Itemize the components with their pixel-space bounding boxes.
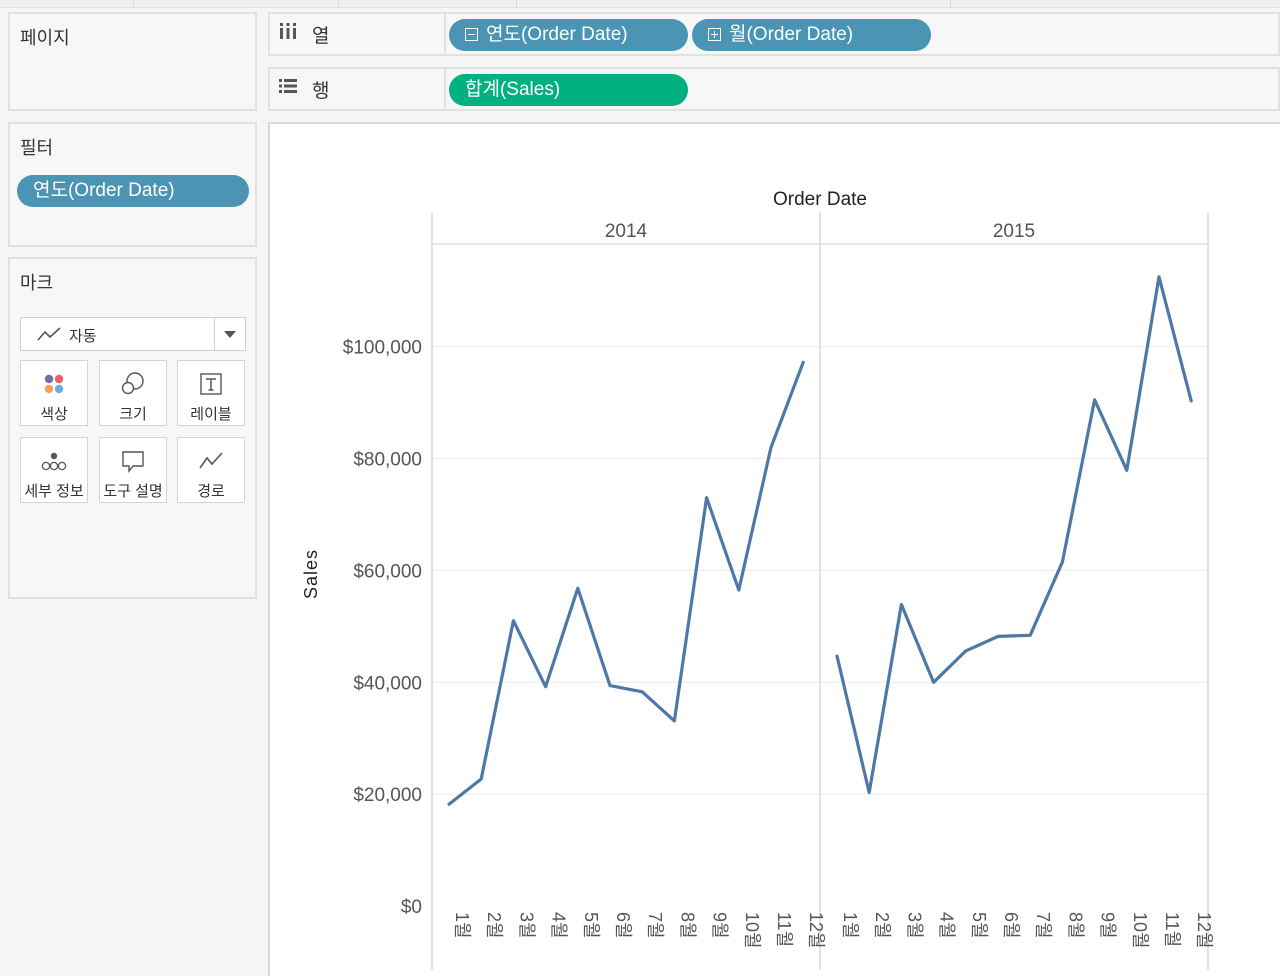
marks-tooltip-label: 도구 설명	[103, 483, 163, 500]
y-tick-label: $0	[401, 897, 422, 918]
row-pill-label: 합계(Sales)	[465, 79, 561, 100]
columns-icon	[278, 21, 298, 47]
marks-size-label: 크기	[119, 406, 147, 423]
x-tick-label: 8월	[677, 912, 697, 939]
label-icon	[178, 371, 244, 397]
expand-icon[interactable]	[708, 28, 721, 41]
top-toolbar-strip	[0, 0, 1280, 8]
y-axis-label: Sales	[301, 549, 321, 599]
columns-shelf-drop-area[interactable]: 연도(Order Date) 월(Order Date)	[444, 14, 1278, 54]
marks-path-button[interactable]: 경로	[177, 437, 245, 503]
x-tick-label: 10월	[1130, 912, 1150, 949]
marks-detail-label: 세부 정보	[24, 483, 84, 500]
marks-card[interactable]: 마크 자동 색상 크기	[8, 257, 257, 599]
y-tick-label: $100,000	[343, 338, 422, 359]
size-icon	[100, 371, 166, 397]
dropdown-separator	[214, 318, 215, 350]
x-tick-label: 5월	[969, 912, 989, 939]
marks-size-button[interactable]: 크기	[99, 360, 167, 426]
x-tick-label: 12월	[806, 912, 826, 949]
row-pill-sum-sales[interactable]: 합계(Sales)	[449, 74, 688, 106]
rows-icon	[278, 76, 298, 102]
color-icon	[21, 371, 87, 397]
chart-title: Order Date	[773, 189, 867, 210]
x-tick-label: 11월	[774, 912, 794, 947]
x-tick-label: 4월	[937, 912, 957, 939]
x-tick-label: 11월	[1162, 912, 1182, 947]
y-tick-label: $20,000	[353, 785, 422, 806]
line-chart[interactable]: Order Date Sales $0 $20,000 $40,000 $60,000…	[270, 124, 1280, 976]
visualization-area[interactable]: Order Date Sales $0 $20,000 $40,000 $60,000…	[268, 122, 1280, 976]
marks-label-label: 레이블	[190, 406, 232, 423]
chevron-down-icon[interactable]	[224, 331, 236, 338]
columns-shelf[interactable]: 열 연도(Order Date) 월(Order Date)	[268, 12, 1280, 56]
filter-pill-year-order-date[interactable]: 연도(Order Date)	[17, 175, 249, 207]
pages-card-title: 페이지	[20, 28, 70, 48]
marks-detail-button[interactable]: 세부 정보	[20, 437, 88, 503]
x-axis-ticks: 1월 2월 3월 4월 5월 6월 7월 8월 9월 10월 11월 12월 1월 2월 3월 4월 5월 6월 7…	[452, 912, 1214, 949]
pane-headers: 2014 2015	[605, 221, 1035, 242]
rows-shelf-header: 행	[278, 69, 329, 109]
filter-pill-label: 연도(Order Date)	[33, 180, 175, 201]
marks-tooltip-button[interactable]: 도구 설명	[99, 437, 167, 503]
column-pill-label: 월(Order Date)	[729, 24, 854, 45]
line-mark-icon	[37, 326, 61, 346]
x-tick-label: 5월	[581, 912, 601, 939]
marks-label-button[interactable]: 레이블	[177, 360, 245, 426]
pane-header-2014: 2014	[605, 221, 648, 242]
y-axis-ticks: $0 $20,000 $40,000 $60,000 $80,000 $100,000	[343, 338, 422, 918]
x-tick-label: 9월	[710, 912, 730, 939]
y-tick-label: $80,000	[353, 450, 422, 471]
detail-icon	[21, 448, 87, 474]
rows-shelf-drop-area[interactable]: 합계(Sales)	[444, 69, 1278, 109]
columns-shelf-label: 열	[312, 25, 330, 47]
mark-type-dropdown[interactable]: 자동	[20, 317, 246, 351]
x-tick-label: 3월	[516, 912, 536, 939]
y-tick-label: $40,000	[353, 673, 422, 694]
pane-frame	[431, 212, 1209, 970]
x-tick-label: 3월	[904, 912, 924, 939]
x-tick-label: 1월	[840, 912, 860, 939]
series-lines[interactable]	[447, 275, 1193, 806]
column-pill-month-order-date[interactable]: 월(Order Date)	[692, 19, 931, 51]
rows-shelf-label: 행	[312, 80, 330, 102]
x-tick-label: 6월	[1001, 912, 1021, 939]
marks-color-button[interactable]: 색상	[20, 360, 88, 426]
rows-shelf[interactable]: 행 합계(Sales)	[268, 67, 1280, 111]
marks-path-label: 경로	[197, 483, 225, 500]
x-tick-label: 1월	[452, 912, 472, 939]
x-tick-label: 7월	[645, 912, 665, 939]
pages-card[interactable]: 페이지	[8, 12, 257, 111]
x-tick-label: 10월	[742, 912, 762, 949]
x-tick-label: 4월	[549, 912, 569, 939]
x-tick-label: 2월	[872, 912, 892, 939]
filters-card[interactable]: 필터 연도(Order Date)	[8, 122, 257, 247]
marks-color-label: 색상	[40, 406, 68, 423]
x-tick-label: 6월	[613, 912, 633, 939]
column-pill-label: 연도(Order Date)	[486, 24, 628, 45]
filters-card-title: 필터	[20, 138, 54, 158]
column-pill-year-order-date[interactable]: 연도(Order Date)	[449, 19, 688, 51]
x-tick-label: 12월	[1194, 912, 1214, 949]
collapse-icon[interactable]	[465, 28, 478, 41]
x-tick-label: 8월	[1065, 912, 1085, 939]
y-tick-label: $60,000	[353, 561, 422, 582]
tooltip-icon	[100, 448, 166, 474]
marks-card-title: 마크	[20, 273, 54, 293]
x-tick-label: 9월	[1098, 912, 1118, 939]
x-tick-label: 7월	[1033, 912, 1053, 939]
series-line-2014[interactable]	[447, 360, 805, 806]
path-icon	[178, 448, 244, 474]
columns-shelf-header: 열	[278, 14, 329, 54]
series-line-2015[interactable]	[835, 275, 1193, 795]
pane-header-2015: 2015	[993, 221, 1035, 242]
mark-type-label: 자동	[69, 328, 97, 345]
x-tick-label: 2월	[484, 912, 504, 939]
